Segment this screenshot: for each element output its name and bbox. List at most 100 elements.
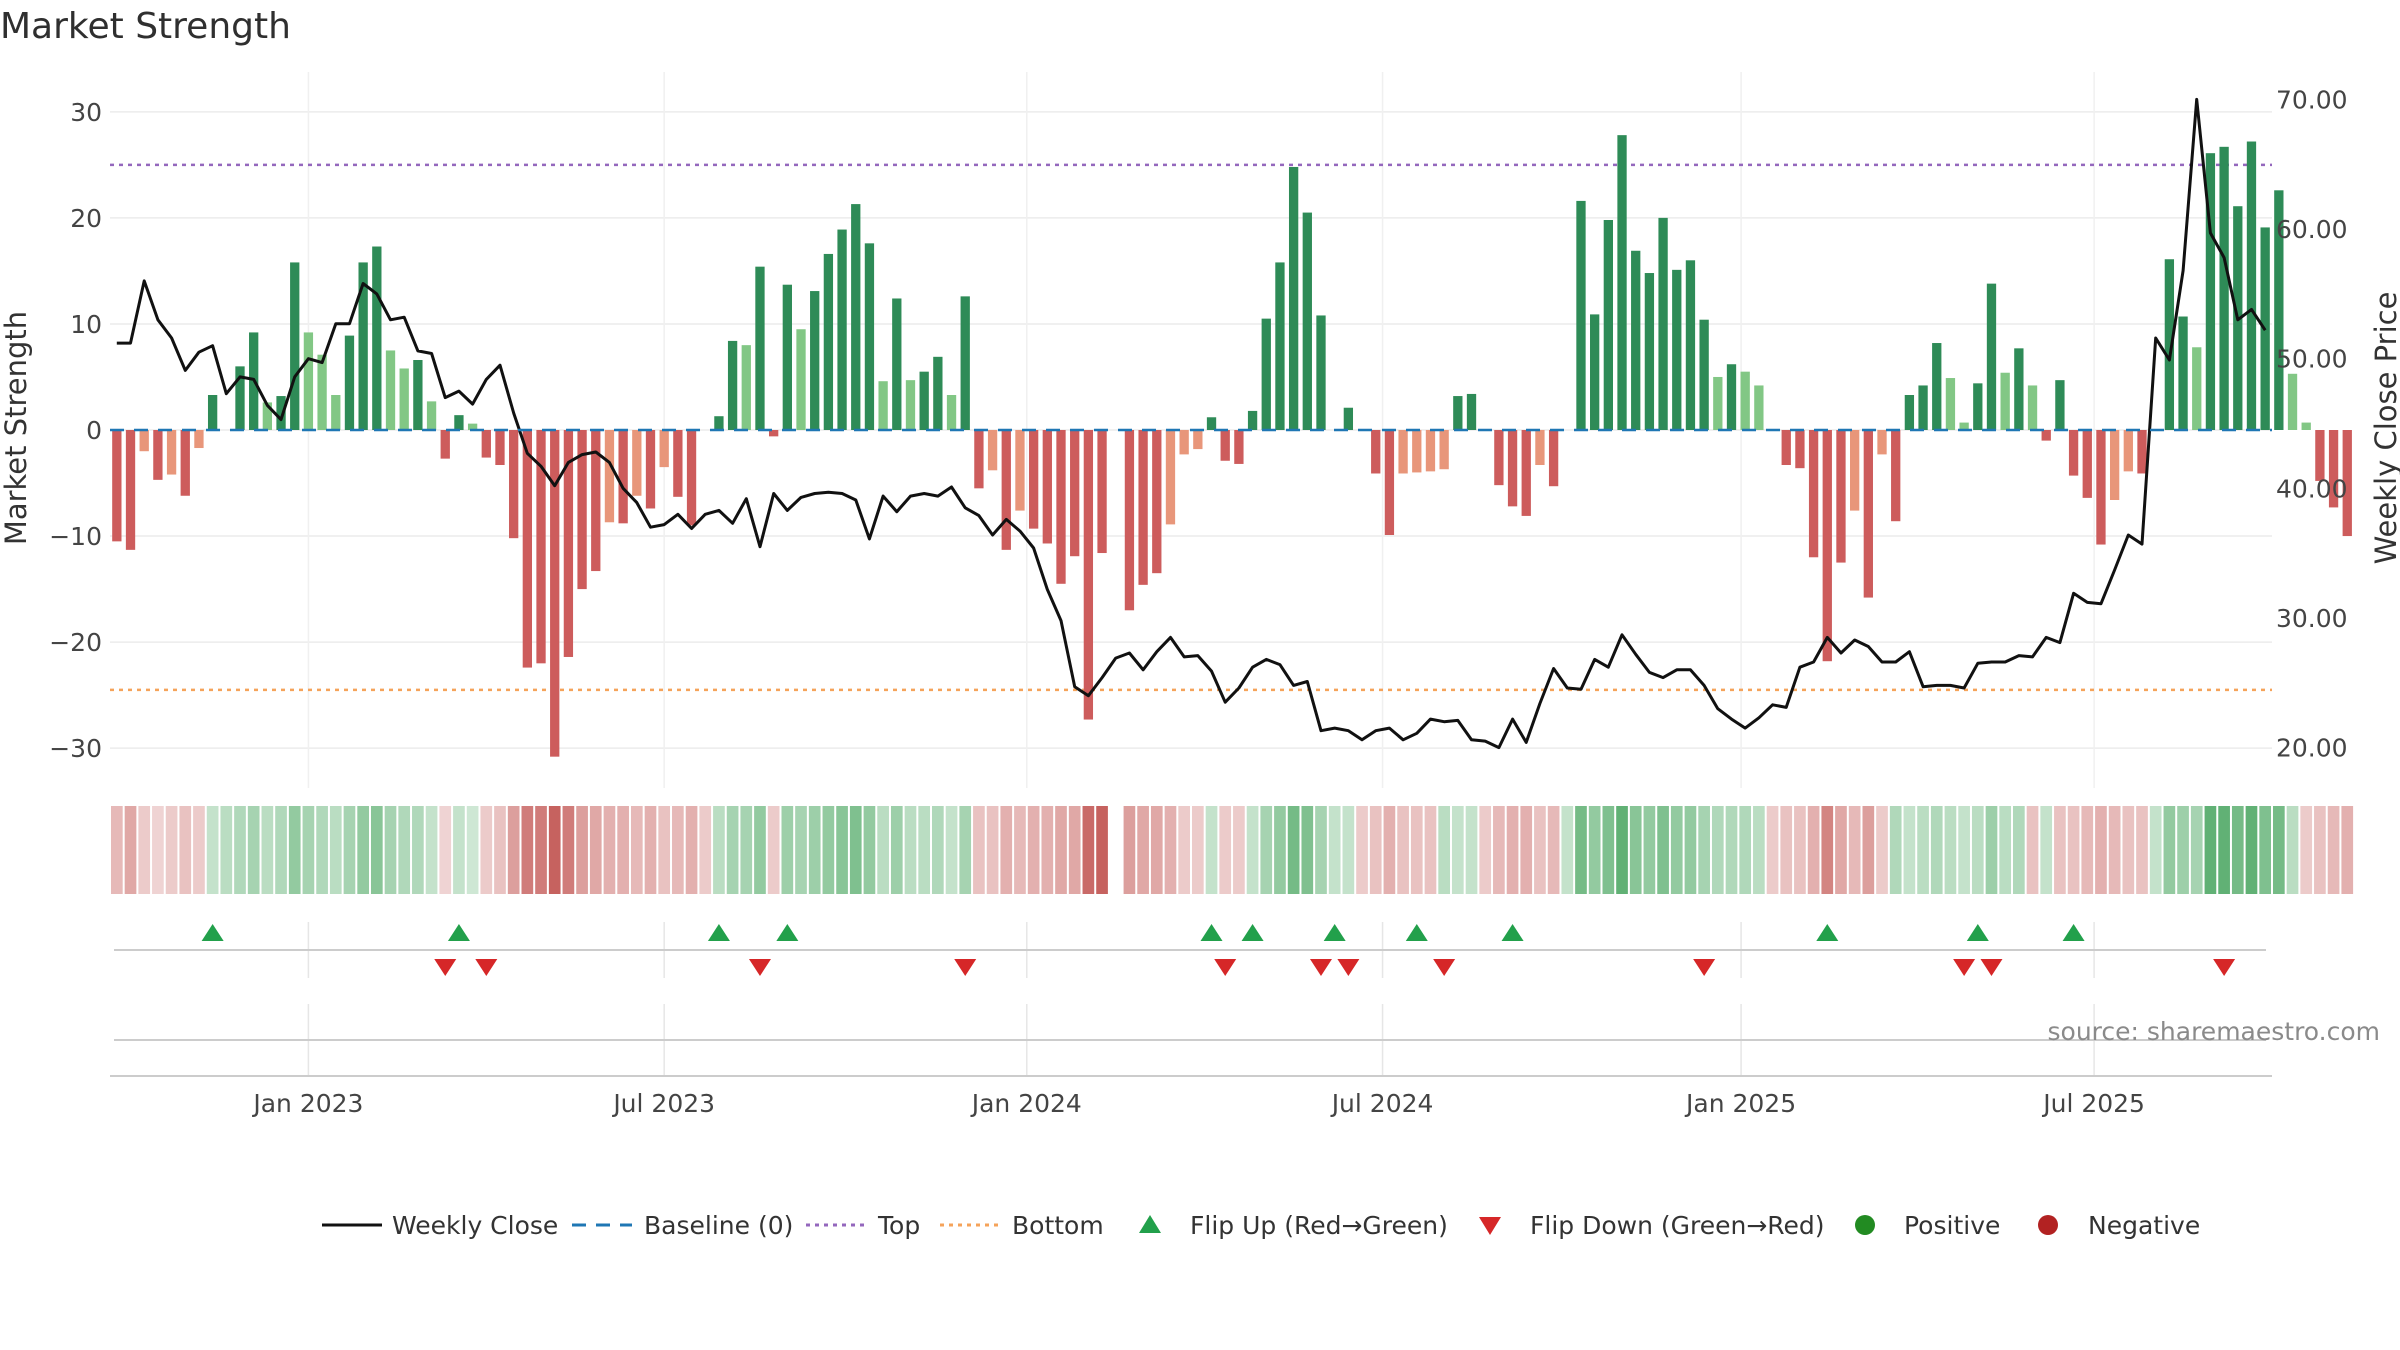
heat-cell	[2231, 806, 2244, 894]
heat-cell	[2108, 806, 2121, 894]
heat-cell	[1698, 806, 1710, 894]
heat-cell	[1041, 806, 1054, 894]
heat-cell	[1082, 806, 1095, 894]
strength-bar	[344, 335, 355, 430]
strength-bar	[1042, 430, 1052, 544]
strength-bar	[1986, 283, 1997, 430]
heat-cell	[973, 806, 985, 894]
strength-bar	[878, 381, 888, 430]
heat-cell	[1971, 806, 1984, 894]
flip-down-marker	[1953, 959, 1976, 976]
x-tick-label: Jul 2025	[2041, 1089, 2145, 1118]
strength-bar	[604, 430, 615, 523]
legend-item: Flip Down (Green→Red)	[1479, 1211, 1825, 1240]
heat-cell	[1233, 806, 1245, 894]
heat-cell	[1643, 806, 1656, 894]
strength-bar	[768, 430, 779, 437]
strength-bar	[1316, 315, 1326, 430]
heat-cell	[494, 806, 506, 894]
heat-cell	[1027, 806, 1040, 894]
heat-cell	[1725, 806, 1738, 894]
heat-cell	[1164, 806, 1177, 894]
heat-cell	[918, 806, 931, 894]
strength-bar	[550, 430, 560, 757]
strength-bar	[139, 430, 149, 452]
strength-bar	[2000, 372, 2010, 430]
weekly-close-series	[116, 97, 2267, 750]
strength-bar	[1918, 385, 1928, 430]
heat-cell	[713, 806, 725, 894]
flip-down-marker	[1309, 959, 1332, 976]
strength-bar	[495, 430, 505, 465]
y-tick-label-right: 60.00	[2276, 215, 2348, 244]
heat-cell	[589, 806, 602, 894]
heat-cell	[1150, 806, 1163, 894]
strength-bar	[1904, 395, 1915, 430]
strength-bar	[1877, 430, 1887, 455]
heat-cell	[193, 806, 205, 894]
strength-bar	[276, 396, 286, 430]
flip-up-marker	[1241, 924, 1264, 941]
heat-cell	[1958, 806, 1970, 894]
y-tick-label-left: −20	[49, 628, 102, 657]
strength-bar	[1425, 430, 1436, 472]
strength-bar	[180, 430, 190, 496]
heat-cell	[1192, 806, 1204, 894]
heat-cell	[1055, 806, 1067, 894]
strength-bar	[1138, 430, 1148, 585]
heat-cell	[2095, 806, 2107, 894]
heat-cell	[781, 806, 794, 894]
heat-cell	[1903, 806, 1916, 894]
legend-triangle-down-icon	[1479, 1217, 1501, 1235]
heat-cell	[603, 806, 616, 894]
strength-bar	[1343, 407, 1354, 430]
y-tick-label-right: 30.00	[2276, 604, 2348, 633]
heat-cell	[877, 806, 889, 894]
strength-bar	[1631, 250, 1641, 430]
heat-cell	[1178, 806, 1190, 894]
heat-cell	[507, 806, 520, 894]
x-tick-label: Jul 2023	[611, 1089, 715, 1118]
heat-cell	[1315, 806, 1327, 894]
strength-bar	[522, 430, 533, 668]
strength-bar	[987, 430, 998, 471]
heat-cell	[384, 806, 397, 894]
heat-cell	[1999, 806, 2012, 894]
heat-cell	[370, 806, 383, 894]
strength-bar	[1193, 430, 1203, 450]
y-tick-label-right: 20.00	[2276, 734, 2348, 763]
heat-cell	[2054, 806, 2066, 894]
strength-bar	[153, 430, 163, 480]
strength-bar	[1740, 371, 1750, 430]
heat-cell	[945, 806, 958, 894]
strength-bar	[1822, 430, 1832, 662]
heat-cell	[959, 806, 972, 894]
flip-up-marker	[201, 924, 224, 941]
legend-item: Bottom	[940, 1211, 1104, 1240]
heat-cell	[1794, 806, 1806, 894]
strength-bar	[1453, 396, 1463, 430]
strength-bar	[741, 345, 751, 430]
strength-bar	[714, 416, 724, 430]
legend-label: Weekly Close	[392, 1211, 558, 1240]
strength-bar	[303, 332, 314, 430]
legend-label: Flip Down (Green→Red)	[1530, 1211, 1825, 1240]
heat-cell	[2081, 806, 2094, 894]
strength-bar	[467, 423, 478, 430]
strength-bar	[1973, 383, 1983, 430]
heat-cell	[234, 806, 246, 894]
strength-bar	[1836, 430, 1846, 563]
heat-cell	[1985, 806, 1998, 894]
heat-cell	[863, 806, 876, 894]
legend-label: Flip Up (Red→Green)	[1190, 1211, 1448, 1240]
strength-bar	[1165, 430, 1176, 525]
strength-bar	[1945, 378, 1956, 430]
strength-bar	[1001, 430, 1011, 550]
strength-bar	[659, 430, 669, 468]
flip-down-marker	[434, 959, 457, 976]
flip-down-marker	[1214, 959, 1237, 976]
legend-label: Bottom	[1012, 1211, 1104, 1240]
strength-bar	[1097, 430, 1107, 554]
strength-bar	[1959, 422, 1969, 430]
